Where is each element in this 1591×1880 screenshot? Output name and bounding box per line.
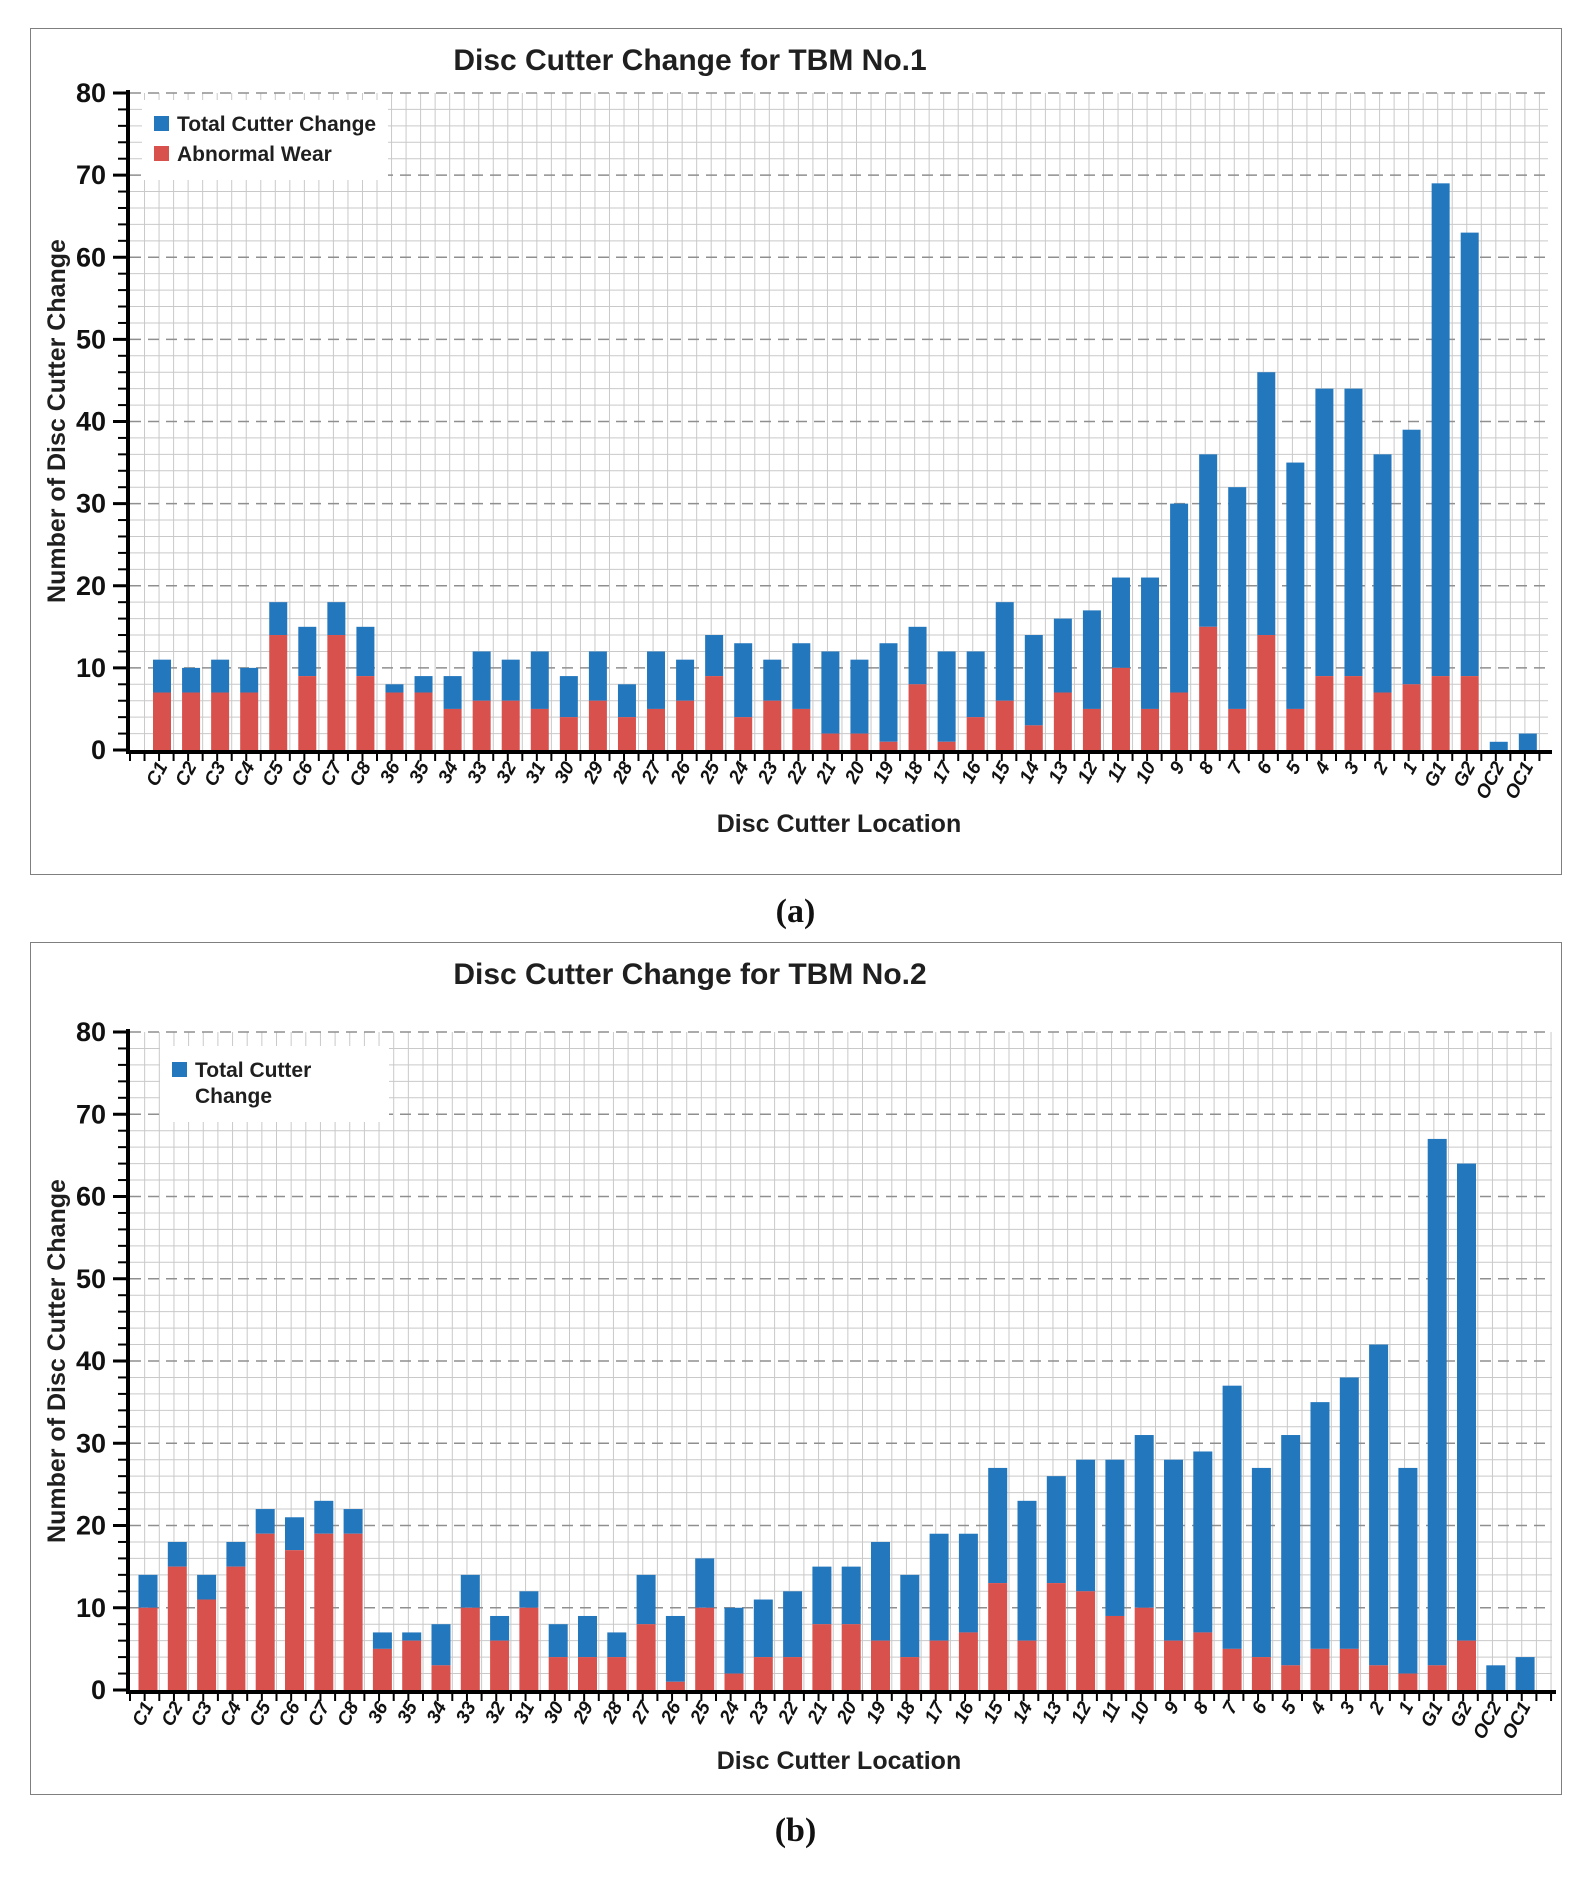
subfigure-caption-a: (a) [775, 893, 816, 930]
legend-chart1: Total Cutter Change Abnormal Wear [142, 100, 389, 180]
chart-title-tbm2: Disc Cutter Change for TBM No.2 [453, 958, 927, 991]
subfigure-caption-b: (b) [774, 1812, 817, 1849]
legend-swatch-abnormal-icon [154, 146, 169, 161]
x-axis-title-chart2: Disc Cutter Location [716, 1747, 962, 1775]
x-axis-title-chart1: Disc Cutter Location [716, 810, 962, 838]
legend-label-total: Total Cutter Change [177, 113, 377, 136]
legend-label-abnormal: Abnormal Wear [177, 143, 332, 166]
legend-swatch-total-icon [154, 116, 169, 131]
chart-title-tbm1: Disc Cutter Change for TBM No.1 [453, 44, 927, 77]
legend-item-total: Total Cutter Change [154, 112, 376, 138]
legend-item-total-2: Total Cutter Change [172, 1058, 377, 1110]
legend-item-abnormal: Abnormal Wear [154, 142, 376, 168]
y-axis-title-chart2: Number of Disc Cutter Change [43, 1179, 71, 1543]
legend-label-total-2: Total Cutter Change [195, 1059, 312, 1108]
legend-swatch-total-2-icon [172, 1062, 187, 1077]
y-axis-title-chart1: Number of Disc Cutter Change [43, 239, 71, 603]
legend-chart2: Total Cutter Change [160, 1046, 389, 1122]
